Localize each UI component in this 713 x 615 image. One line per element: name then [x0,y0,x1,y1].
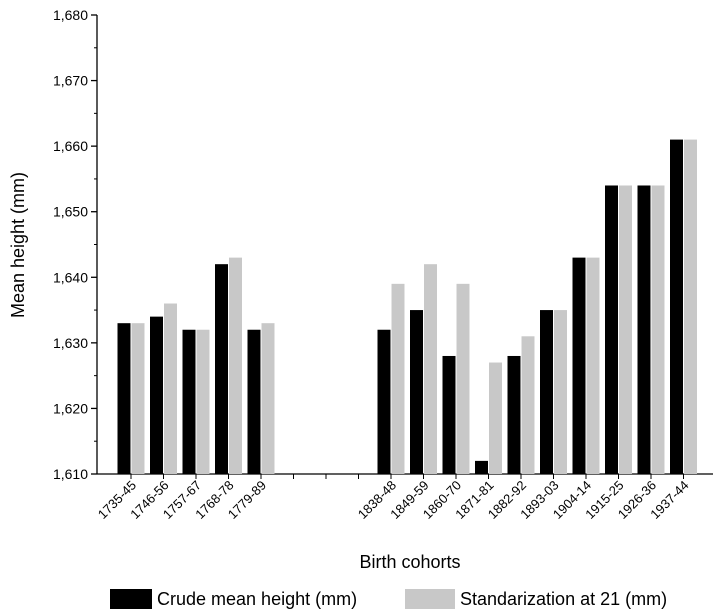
bar [410,310,423,474]
legend-label: Crude mean height (mm) [157,589,357,609]
bar [247,329,261,474]
bar [456,283,470,474]
bar [684,139,697,475]
bar [261,323,275,474]
bar [424,264,437,474]
y-tick-label: 1,640 [53,269,88,285]
y-tick-label: 1,630 [53,335,88,351]
y-tick-label: 1,670 [53,73,88,89]
bar [475,460,488,474]
y-tick-label: 1,660 [53,138,88,154]
bar [651,185,665,474]
bar [377,329,391,474]
x-axis-label: Birth cohorts [359,552,460,572]
bar [670,139,683,475]
bar [391,283,405,474]
y-tick-label: 1,650 [53,204,88,220]
bar [586,257,600,474]
bar [521,336,535,474]
bar [229,257,242,474]
bar [540,310,553,474]
legend-label: Standarization at 21 (mm) [460,589,667,609]
bar [150,316,163,474]
bar [196,329,210,474]
bar [572,257,586,474]
y-tick-label: 1,680 [53,7,88,23]
y-axis-label: Mean height (mm) [8,172,28,318]
bar [164,303,177,474]
bar [554,310,567,474]
bar [637,185,651,474]
bar [605,185,618,474]
bar [442,355,456,474]
bar [182,329,196,474]
bar [489,362,502,474]
y-tick-label: 1,620 [53,400,88,416]
bar [619,185,632,474]
legend-swatch [110,589,152,609]
bar [117,323,131,474]
legend-swatch [405,589,455,609]
bar [507,355,521,474]
y-tick-label: 1,610 [53,466,88,482]
bar [215,264,228,474]
bar [131,323,145,474]
